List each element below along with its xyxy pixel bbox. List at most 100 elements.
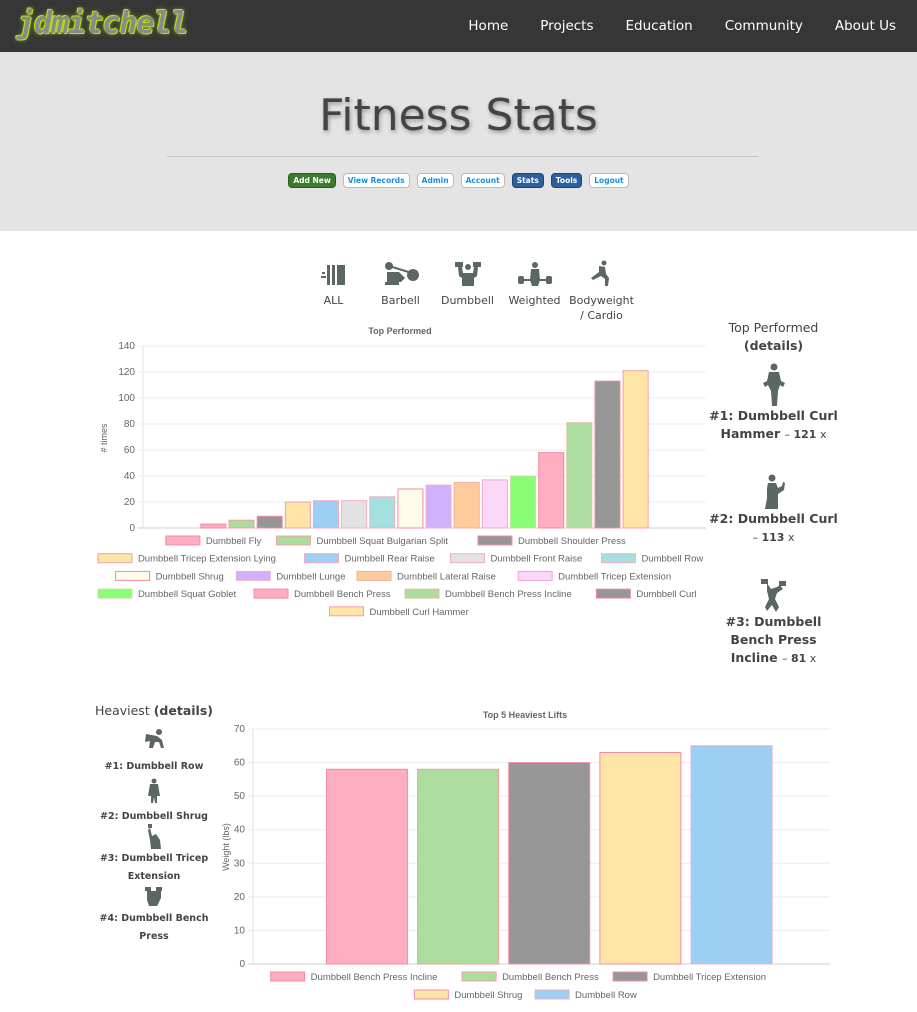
bar[interactable] — [325, 768, 408, 965]
legend-label[interactable]: Dumbbell Front Raise — [490, 554, 582, 565]
legend-swatch[interactable] — [595, 588, 631, 599]
legend-label[interactable]: Dumbbell Shrug — [156, 571, 224, 582]
y-tick-label: 40 — [234, 825, 246, 836]
heaviest-item[interactable]: #1: Dumbbell Row — [104, 761, 204, 772]
category-weighted[interactable]: Weighted — [501, 258, 568, 323]
legend-swatch[interactable] — [612, 971, 648, 982]
legend-swatch[interactable] — [329, 606, 364, 617]
legend-label[interactable]: Dumbbell Bench Press Incline — [311, 972, 438, 983]
bar[interactable] — [256, 515, 283, 529]
legend-label[interactable]: Dumbbell Tricep Extension Lying — [138, 554, 276, 565]
tools-button[interactable]: Tools — [550, 173, 583, 188]
item-count: 81 — [790, 652, 807, 665]
nav-links: Home Projects Education Community About … — [468, 0, 896, 52]
legend-label[interactable]: Dumbbell Shoulder Press — [518, 536, 626, 547]
nav-link-about-us[interactable]: About Us — [834, 18, 896, 34]
category-dumbbell[interactable]: Dumbbell — [434, 258, 501, 323]
bar[interactable] — [508, 762, 591, 965]
bar[interactable] — [594, 380, 621, 529]
category-barbell[interactable]: Barbell — [367, 258, 434, 323]
legend-label[interactable]: Dumbbell Lateral Raise — [397, 571, 496, 582]
top-performed-item[interactable]: #3: Dumbbell Bench Press Incline – 81 x — [725, 614, 822, 665]
bar[interactable] — [622, 370, 649, 529]
legend-label[interactable]: Dumbbell Bench Press — [502, 972, 599, 983]
bar[interactable] — [690, 745, 773, 965]
category-bodyweight-cardio[interactable]: Bodyweight / Cardio — [568, 258, 635, 323]
y-tick-label: 70 — [234, 724, 246, 735]
nav-link-education[interactable]: Education — [625, 18, 693, 34]
top-performed-item[interactable]: #1: Dumbbell Curl Hammer – 121 x — [709, 408, 838, 441]
legend-swatch[interactable] — [97, 588, 133, 599]
legend-swatch[interactable] — [304, 553, 339, 564]
top-performed-item[interactable]: #2: Dumbbell Curl – 113 x — [709, 511, 838, 544]
legend-label[interactable]: Dumbbell Curl Hammer — [370, 607, 469, 618]
nav-link-projects[interactable]: Projects — [540, 18, 594, 34]
legend-label[interactable]: Dumbbell Shrug — [454, 990, 522, 1001]
legend-swatch[interactable] — [97, 553, 133, 564]
legend-label[interactable]: Dumbbell Tricep Extension — [653, 972, 766, 983]
legend-label[interactable]: Dumbbell Lunge — [276, 571, 345, 582]
legend-swatch[interactable] — [477, 535, 513, 546]
legend-swatch[interactable] — [600, 553, 636, 564]
bar[interactable] — [341, 500, 368, 529]
legend-label[interactable]: Dumbbell Rear Raise — [345, 554, 435, 565]
heaviest-details-link[interactable]: (details) — [153, 703, 213, 718]
legend-swatch[interactable] — [404, 588, 440, 599]
legend-swatch[interactable] — [115, 570, 151, 581]
account-button[interactable]: Account — [460, 173, 505, 188]
bar[interactable] — [417, 768, 500, 965]
stats-button[interactable]: Stats — [511, 173, 544, 188]
dumbbell-icon — [434, 258, 501, 290]
action-buttons: Add New View Records Admin Account Stats… — [0, 173, 917, 188]
bar[interactable] — [566, 422, 593, 529]
bar[interactable] — [369, 496, 396, 529]
legend-swatch[interactable] — [275, 535, 311, 546]
legend-label[interactable]: Dumbbell Bench Press Incline — [445, 589, 572, 600]
legend-swatch[interactable] — [270, 971, 306, 982]
legend-label[interactable]: Dumbbell Squat Goblet — [138, 589, 237, 600]
legend-label[interactable]: Dumbbell Tricep Extension — [558, 571, 671, 582]
item-suffix: x — [809, 652, 817, 665]
legend-label[interactable]: Dumbbell Row — [575, 990, 637, 1001]
legend-swatch[interactable] — [356, 570, 392, 581]
bar[interactable] — [538, 452, 565, 529]
y-axis-label: Weight (lbs) — [221, 823, 231, 871]
bar[interactable] — [425, 484, 452, 529]
heaviest-item[interactable]: #2: Dumbbell Shrug — [100, 811, 208, 822]
bar[interactable] — [599, 752, 682, 965]
legend-label[interactable]: Dumbbell Curl — [636, 589, 696, 600]
top-performed-details-link[interactable]: (details) — [743, 338, 804, 353]
add-new-button[interactable]: Add New — [288, 173, 336, 188]
legend-swatch[interactable] — [413, 989, 449, 1000]
legend-swatch[interactable] — [517, 570, 553, 581]
legend-label[interactable]: Dumbbell Bench Press — [294, 589, 391, 600]
legend-swatch[interactable] — [461, 971, 497, 982]
legend-swatch[interactable] — [253, 588, 289, 599]
site-logo[interactable]: jdmitchell — [17, 6, 189, 41]
legend-label[interactable]: Dumbbell Fly — [206, 536, 262, 547]
heaviest-item[interactable]: #3: Dumbbell Tricep Extension — [99, 853, 209, 882]
view-records-button[interactable]: View Records — [342, 173, 410, 188]
legend-swatch[interactable] — [534, 989, 570, 1000]
category-all[interactable]: ALL — [300, 258, 367, 323]
heaviest-item[interactable]: #4: Dumbbell Bench Press — [99, 913, 209, 942]
bar[interactable] — [228, 519, 255, 529]
bar[interactable] — [312, 500, 339, 529]
nav-link-home[interactable]: Home — [468, 18, 509, 34]
y-tick-label: 120 — [118, 367, 135, 378]
bar[interactable] — [397, 488, 424, 529]
legend-label[interactable]: Dumbbell Row — [641, 554, 703, 565]
legend-swatch[interactable] — [165, 535, 201, 546]
admin-button[interactable]: Admin — [416, 173, 454, 188]
bar[interactable] — [510, 475, 537, 529]
logout-button[interactable]: Logout — [589, 173, 629, 188]
y-tick-label: 80 — [124, 419, 136, 430]
bar[interactable] — [453, 482, 480, 529]
legend-label[interactable]: Dumbbell Squat Bulgarian Split — [316, 536, 448, 547]
bar[interactable] — [200, 523, 227, 529]
legend-swatch[interactable] — [235, 570, 271, 581]
legend-swatch[interactable] — [449, 553, 485, 564]
bar[interactable] — [481, 479, 508, 529]
nav-link-community[interactable]: Community — [724, 18, 803, 34]
bar[interactable] — [284, 501, 311, 529]
